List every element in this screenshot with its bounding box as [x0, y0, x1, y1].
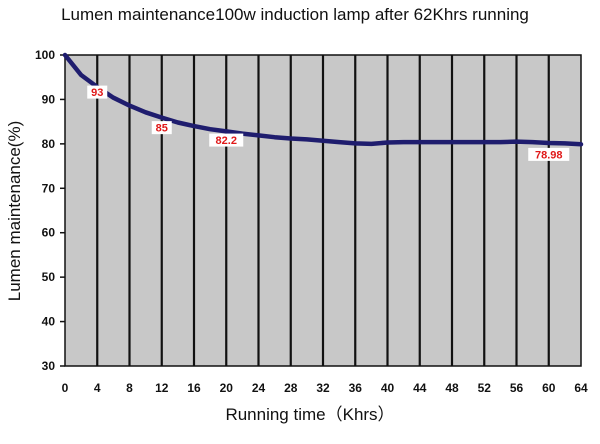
chart-title: Lumen maintenance100w induction lamp aft… [61, 5, 529, 24]
x-tick-label: 20 [220, 381, 234, 395]
x-tick-label: 48 [445, 381, 459, 395]
data-labels: 93 85 82.2 78.98 [87, 85, 570, 161]
data-label-box [209, 133, 244, 147]
x-tick-label: 52 [478, 381, 492, 395]
data-label-box [87, 85, 108, 99]
vertical-grid-lines [96, 55, 550, 366]
x-tick-label: 44 [413, 381, 427, 395]
x-tick-label: 32 [316, 381, 330, 395]
y-tick-label: 100 [35, 48, 55, 62]
x-tick-label: 56 [510, 381, 524, 395]
y-axis-ticks: 30 40 50 60 70 80 90 100 [35, 48, 65, 373]
data-label-box [528, 147, 570, 161]
y-tick-label: 80 [42, 137, 56, 151]
y-tick-label: 90 [42, 92, 56, 106]
series-line [62, 52, 584, 147]
data-label: 78.98 [535, 149, 563, 161]
data-label: 82.2 [216, 135, 237, 147]
x-tick-label: 8 [126, 381, 133, 395]
y-tick-label: 60 [42, 226, 56, 240]
x-axis-title: Running time（Khrs） [225, 405, 394, 424]
x-tick-label: 4 [94, 381, 101, 395]
x-tick-label: 24 [252, 381, 266, 395]
x-tick-label: 40 [381, 381, 395, 395]
x-tick-label: 36 [349, 381, 363, 395]
data-label-box [151, 121, 172, 135]
series-layer [62, 52, 584, 147]
x-tick-label: 16 [187, 381, 201, 395]
x-tick-label: 28 [284, 381, 298, 395]
x-tick-label: 12 [155, 381, 169, 395]
x-tick-label: 64 [574, 381, 588, 395]
x-tick-label: 60 [542, 381, 556, 395]
y-tick-label: 70 [42, 181, 56, 195]
x-tick-label: 0 [62, 381, 69, 395]
y-tick-label: 30 [42, 359, 56, 373]
y-tick-label: 40 [42, 315, 56, 329]
data-label: 93 [91, 87, 103, 99]
data-label: 85 [156, 123, 168, 135]
y-tick-label: 50 [42, 270, 56, 284]
x-axis-ticks: 0 4 8 12 16 20 24 28 32 36 40 44 48 52 56 60 64 [62, 381, 588, 395]
y-axis-title: Lumen maintenance(%) [5, 121, 24, 301]
